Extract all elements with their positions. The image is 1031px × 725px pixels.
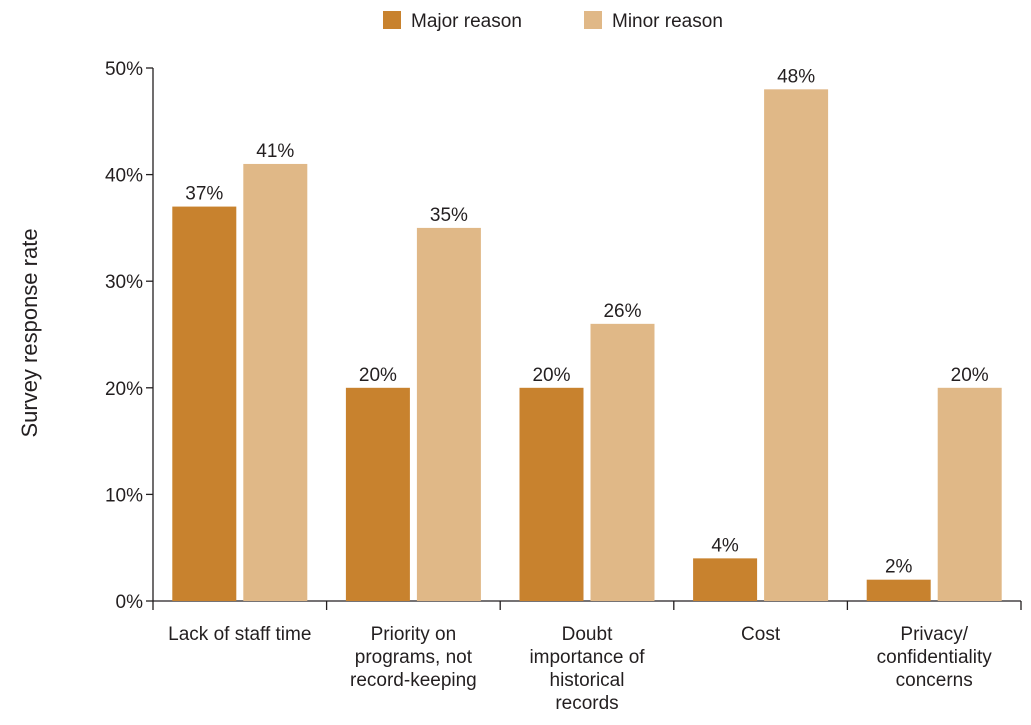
y-tick-label: 40%: [105, 166, 143, 187]
value-labels: 37% 41% 20% 35% 20% 26% 4% 48% 2% 20%: [185, 66, 989, 577]
category-label: Cost: [741, 624, 781, 645]
value-label: 48%: [777, 66, 815, 87]
category-label: Priority on programs, not record-keeping: [350, 624, 477, 691]
legend-swatch: [383, 11, 401, 29]
value-label: 20%: [532, 365, 570, 386]
bar-major-2: [519, 387, 584, 601]
value-label: 26%: [603, 301, 641, 322]
category-label: Privacy/confidentiality concerns: [877, 624, 993, 691]
value-label: 4%: [711, 535, 739, 556]
bars: [172, 89, 1002, 601]
y-axis: 0% 10% 20% 30% 40% 50%: [105, 59, 154, 613]
value-label: 41%: [256, 141, 294, 162]
bar-minor-1: [416, 227, 481, 601]
bar-major-3: [693, 558, 758, 601]
legend-swatch: [584, 11, 602, 29]
y-axis-title: Survey response rate: [17, 228, 42, 437]
y-tick-label: 20%: [105, 379, 143, 400]
bar-minor-4: [937, 387, 1002, 601]
bar-minor-2: [590, 323, 655, 601]
category-label: Lack of staff time: [168, 624, 311, 645]
x-axis: [152, 600, 1022, 610]
y-tick-label: 0%: [116, 592, 144, 613]
y-tick-label: 10%: [105, 485, 143, 506]
bar-major-4: [866, 579, 931, 601]
value-label: 2%: [885, 557, 913, 578]
bar-minor-0: [243, 163, 308, 601]
value-label: 20%: [359, 365, 397, 386]
value-label: 35%: [430, 205, 468, 226]
legend-label: Minor reason: [612, 11, 723, 32]
y-tick-label: 30%: [105, 272, 143, 293]
legend-label: Major reason: [411, 11, 522, 32]
bar-minor-3: [764, 89, 829, 601]
bar-major-0: [172, 206, 237, 601]
value-label: 20%: [951, 365, 989, 386]
value-label: 37%: [185, 184, 223, 205]
category-labels: Lack of staff time Priority on programs, n…: [168, 624, 992, 714]
legend: Major reason Minor reason: [383, 11, 723, 32]
bar-major-1: [345, 387, 410, 601]
category-label: Doubt importance of historical records: [529, 624, 645, 714]
y-tick-label: 50%: [105, 59, 143, 80]
